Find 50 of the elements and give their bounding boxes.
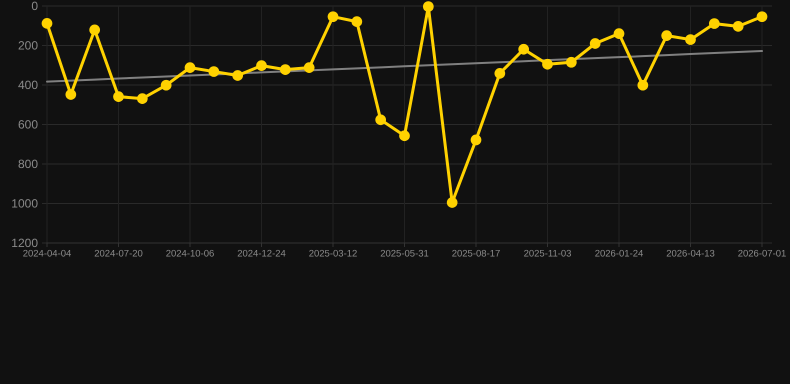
point [184, 62, 196, 73]
x-tick-label: 2026-07-01 [738, 248, 786, 260]
point [590, 38, 601, 49]
point [113, 91, 124, 102]
point [566, 56, 577, 68]
x-tick-label: 2025-05-31 [380, 248, 429, 260]
point [351, 16, 362, 27]
point [661, 30, 672, 41]
x-tick-label: 2026-04-13 [666, 248, 715, 260]
point [614, 28, 624, 39]
point [422, 1, 434, 12]
point [637, 80, 648, 91]
x-tick-label: 2025-11-03 [524, 248, 572, 260]
point [160, 80, 172, 91]
y-tick-label: 1000 [11, 196, 38, 210]
x-tick-label: 2024-04-04 [22, 248, 72, 260]
line-series [46, 50, 763, 83]
point [89, 24, 100, 36]
point [446, 197, 458, 208]
x-tick-label: 2025-08-17 [452, 248, 500, 260]
point [685, 34, 696, 45]
point [208, 66, 220, 77]
y-tick-label: 800 [18, 156, 38, 171]
point [232, 70, 244, 81]
x-tick-label: 2026-01-24 [594, 248, 644, 260]
point [494, 68, 506, 79]
point [280, 64, 291, 75]
x-tick-label: 2024-07-20 [94, 248, 143, 260]
y-tick-label: 600 [18, 117, 38, 132]
y-tick-label: 1200 [11, 236, 38, 250]
point [756, 11, 768, 22]
point [375, 114, 386, 126]
point [542, 58, 553, 70]
x-tick-label: 2024-10-06 [166, 248, 214, 260]
y-tick-label: 400 [18, 78, 38, 92]
point [708, 18, 720, 29]
point [42, 18, 52, 29]
point [518, 44, 530, 55]
point [136, 93, 148, 104]
x-tick-label: 2025-03-12 [308, 248, 358, 260]
y-tick-label: 200 [18, 38, 38, 52]
point [732, 21, 744, 32]
point [399, 130, 410, 142]
point [328, 11, 338, 22]
x-tick-label: 2024-12-24 [237, 248, 286, 260]
point [304, 62, 315, 73]
point [256, 60, 267, 71]
y-tick-label: 0 [31, 0, 38, 13]
point [470, 134, 482, 146]
point [65, 89, 76, 100]
